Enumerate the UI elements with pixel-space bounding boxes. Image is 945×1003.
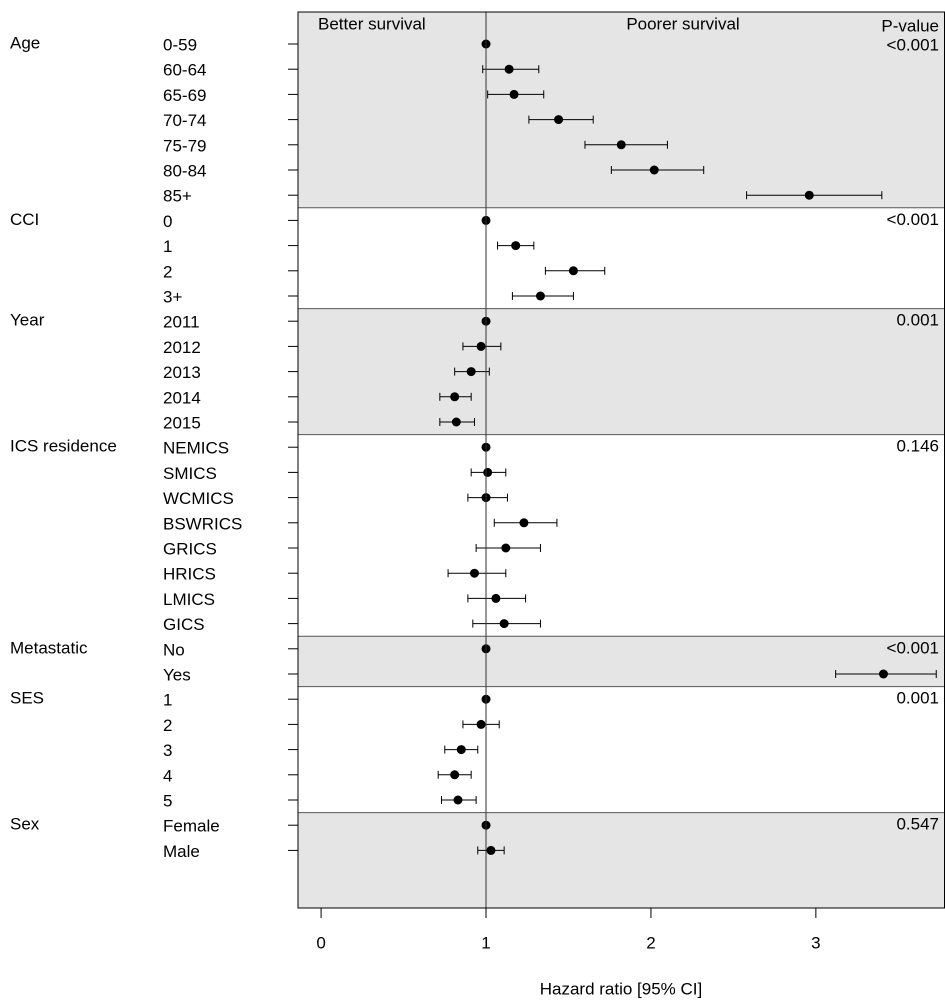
- level-label: 60-64: [163, 61, 206, 80]
- p-value: 0.146: [896, 437, 939, 456]
- level-label: Yes: [163, 665, 191, 684]
- estimate-dot: [451, 417, 461, 427]
- level-label: 70-74: [163, 111, 206, 130]
- level-label: WCMICS: [163, 489, 234, 508]
- estimate-dot: [453, 795, 463, 805]
- level-label: 5: [163, 791, 172, 810]
- estimate-dot: [509, 89, 519, 99]
- estimate-dot: [476, 719, 486, 729]
- estimate-dot: [466, 367, 476, 377]
- estimate-dot: [456, 745, 466, 755]
- group-band: [298, 636, 945, 687]
- group-label: Sex: [10, 815, 40, 834]
- estimate-dot: [616, 140, 626, 150]
- group-label: SES: [10, 689, 44, 708]
- level-label: 65-69: [163, 86, 206, 105]
- group-label: Year: [10, 311, 45, 330]
- left-header: Better survival: [318, 14, 426, 33]
- level-label: NEMICS: [163, 439, 229, 458]
- x-tick-label: 0: [316, 933, 325, 952]
- group-band: [298, 308, 945, 435]
- estimate-dot: [491, 593, 501, 603]
- level-label: 2015: [163, 413, 201, 432]
- x-tick-label: 2: [646, 933, 655, 952]
- group-label: Metastatic: [10, 638, 88, 657]
- estimate-dot: [519, 518, 529, 528]
- estimate-dot: [486, 845, 496, 855]
- level-label: 2014: [163, 388, 201, 407]
- level-label: 2: [163, 716, 172, 735]
- level-label: LMICS: [163, 590, 215, 609]
- estimate-dot: [554, 115, 564, 125]
- p-value: 0.547: [896, 815, 939, 834]
- level-label: 0: [163, 212, 172, 231]
- estimate-dot: [469, 568, 479, 578]
- group-label: CCI: [10, 210, 39, 229]
- estimate-dot: [511, 241, 521, 251]
- level-label: 3: [163, 741, 172, 760]
- level-label: SMICS: [163, 464, 217, 483]
- group-band: [298, 812, 945, 908]
- estimate-dot: [878, 669, 888, 679]
- estimate-dot: [649, 165, 659, 175]
- level-label: 3+: [163, 287, 182, 306]
- level-label: 0-59: [163, 35, 197, 54]
- estimate-dot: [501, 543, 511, 553]
- estimate-dot: [804, 190, 814, 200]
- estimate-dot: [499, 619, 509, 629]
- level-label: GRICS: [163, 539, 217, 558]
- group-label: Age: [10, 33, 40, 52]
- x-axis-title: Hazard ratio [95% CI]: [540, 979, 703, 998]
- level-label: 2: [163, 262, 172, 281]
- group-band: [298, 12, 945, 208]
- level-label: 4: [163, 766, 172, 785]
- x-tick-label: 3: [811, 933, 820, 952]
- level-label: Female: [163, 817, 220, 836]
- group-label: ICS residence: [10, 437, 117, 456]
- level-label: 85+: [163, 187, 192, 206]
- p-value: <0.001: [887, 35, 939, 54]
- estimate-dot: [450, 770, 460, 780]
- estimate-dot: [476, 341, 486, 351]
- p-value: <0.001: [887, 638, 939, 657]
- level-label: HRICS: [163, 565, 216, 584]
- level-label: 80-84: [163, 161, 206, 180]
- level-label: No: [163, 640, 185, 659]
- level-label: Male: [163, 842, 200, 861]
- p-value: 0.001: [896, 689, 939, 708]
- x-tick-label: 1: [481, 933, 490, 952]
- estimate-dot: [535, 291, 545, 301]
- right-header: Poorer survival: [626, 14, 739, 33]
- estimate-dot: [450, 392, 460, 402]
- level-label: 75-79: [163, 136, 206, 155]
- level-label: GICS: [163, 615, 205, 634]
- level-label: 2013: [163, 363, 201, 382]
- p-header: P-value: [881, 16, 939, 35]
- level-label: 1: [163, 237, 172, 256]
- level-label: 1: [163, 691, 172, 710]
- p-value: 0.001: [896, 311, 939, 330]
- estimate-dot: [504, 64, 514, 74]
- p-value: <0.001: [887, 210, 939, 229]
- level-label: 2012: [163, 338, 201, 357]
- level-label: 2011: [163, 313, 200, 332]
- level-label: BSWRICS: [163, 514, 242, 533]
- estimate-dot: [483, 467, 493, 477]
- estimate-dot: [568, 266, 578, 276]
